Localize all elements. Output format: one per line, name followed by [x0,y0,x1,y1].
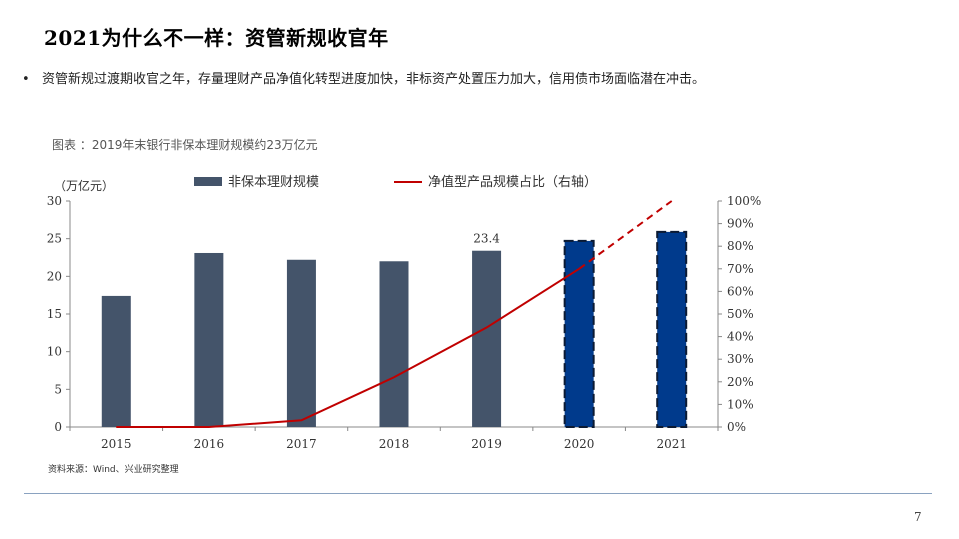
y-tick-label-right: 30% [727,352,754,366]
legend-swatch-bar [194,177,222,186]
bar-2016 [194,252,224,427]
y-tick-label-right: 40% [727,330,754,344]
page-divider [24,493,932,494]
y-tick-label-right: 10% [727,397,754,411]
bar-2015 [101,295,131,427]
bar-2021 [656,230,688,428]
y-tick-label-left: 15 [47,307,62,321]
bullet-point: • 资管新规过渡期收官之年，存量理财产品净值化转型进度加快，非标资产处置压力加大，… [22,68,705,87]
bullet-dot-icon: • [22,72,30,87]
y-tick-label-right: 70% [727,262,754,276]
x-tick-label: 2020 [564,437,595,451]
x-tick-label: 2017 [286,437,317,451]
x-tick-label: 2018 [379,437,410,451]
page-number: 7 [914,510,922,524]
x-tick-label: 2016 [194,437,225,451]
y-axis-unit-label: （万亿元） [54,178,114,193]
x-tick-label: 2019 [471,437,502,451]
y-tick-label-right: 50% [727,307,754,321]
y-tick-label-left: 25 [47,232,62,246]
y-tick-label-left: 10 [47,345,62,359]
y-tick-label-left: 30 [47,194,62,208]
y-tick-label-right: 100% [727,194,761,208]
x-tick-label: 2015 [101,437,132,451]
x-tick-label: 2021 [656,437,687,451]
y-tick-label-left: 0 [54,420,62,434]
y-tick-label-left: 5 [54,382,62,396]
legend-label-bar: 非保本理财规模 [228,175,319,190]
data-label: 23.4 [473,232,500,246]
chart-caption: 图表 ：2019年末银行非保本理财规模约23万亿元 [52,138,318,152]
bar-2019 [472,250,502,427]
slide-title: 2021为什么不一样：资管新规收官年 [44,26,389,50]
y-tick-label-right: 20% [727,375,754,389]
legend-label-line: 净值型产品规模占比（右轴） [428,174,597,190]
bar-2020 [563,239,595,428]
line-series-solid [116,267,580,428]
y-tick-label-right: 90% [727,217,754,231]
y-tick-label-right: 80% [727,239,754,253]
bar-2017 [286,259,316,427]
bullet-text: 资管新规过渡期收官之年，存量理财产品净值化转型进度加快，非标资产处置压力加大，信… [42,72,706,87]
y-tick-label-right: 60% [727,284,754,298]
y-tick-label-right: 0% [727,420,746,434]
bar-2018 [379,261,409,427]
source-note: 资料来源：Wind、兴业研究整理 [48,465,179,475]
y-tick-label-left: 20 [47,269,62,283]
